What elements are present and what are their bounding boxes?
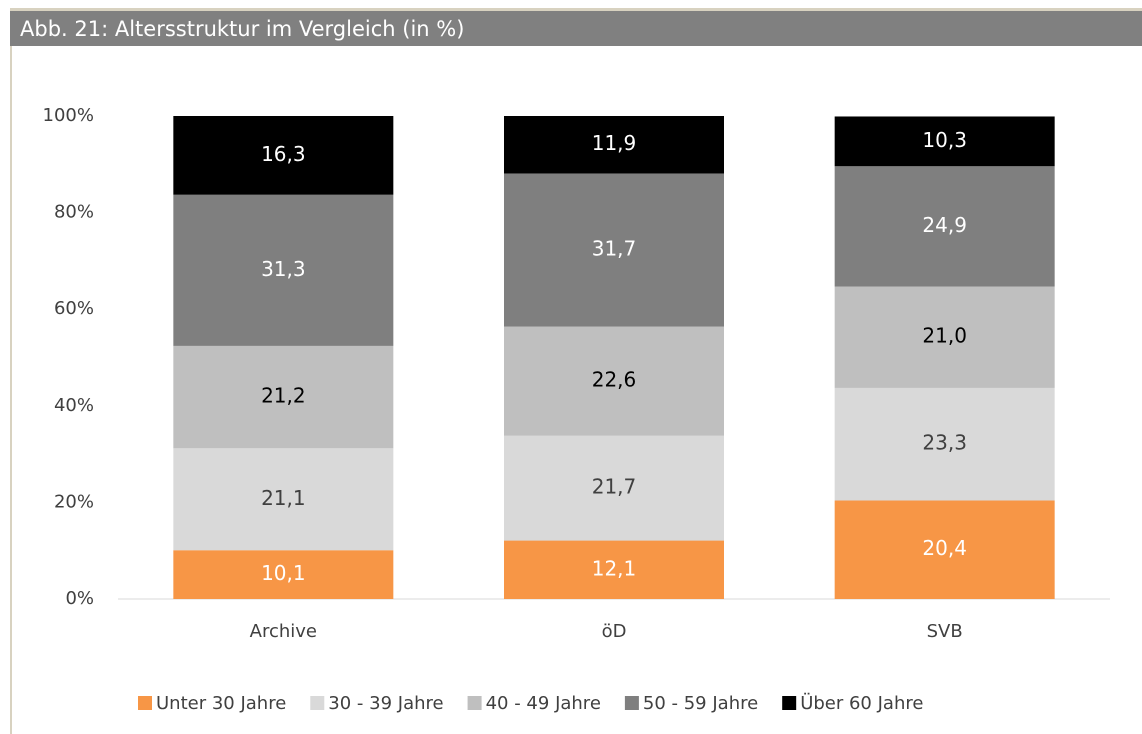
data-label: 22,6: [592, 368, 637, 392]
chart-title: Abb. 21: Altersstruktur im Vergleich (in…: [20, 17, 464, 41]
bar-segment: [173, 345, 394, 449]
legend-swatch: [138, 696, 152, 710]
data-label: 24,9: [922, 213, 967, 237]
bar-segment: [504, 326, 724, 436]
y-tick-label: 20%: [54, 491, 94, 512]
legend-swatch: [782, 696, 797, 710]
bar-segment: [504, 173, 724, 327]
y-tick-label: 80%: [54, 202, 94, 223]
legend-label: 40 - 49 Jahre: [486, 693, 601, 714]
legend-swatch: [310, 696, 325, 710]
bar-segment: [834, 116, 1055, 167]
bar-segment: [173, 550, 394, 599]
legend-label: Über 60 Jahre: [800, 692, 923, 714]
bar-segment: [504, 435, 724, 541]
y-tick-label: 0%: [65, 588, 94, 609]
data-label: 12,1: [592, 556, 637, 580]
bar-segment: [504, 116, 724, 174]
header-rule: [10, 8, 1142, 11]
bar-segment: [173, 448, 394, 551]
left-border: [10, 46, 12, 734]
data-label: 20,4: [922, 536, 967, 560]
y-tick-label: 40%: [54, 395, 94, 416]
bar-segment: [834, 286, 1055, 388]
x-tick-label: Archive: [250, 621, 317, 642]
data-label: 21,2: [261, 384, 306, 408]
bar-segment: [834, 500, 1055, 599]
bar-segment: [504, 540, 724, 599]
legend-swatch: [624, 696, 639, 710]
y-tick-label: 100%: [43, 105, 94, 126]
data-label: 21,1: [261, 486, 306, 510]
x-tick-label: öD: [602, 621, 627, 642]
bar-segment: [834, 387, 1055, 501]
bar-segment: [834, 166, 1055, 287]
x-tick-label: SVB: [927, 621, 963, 642]
data-label: 23,3: [922, 431, 967, 455]
legend-swatch: [467, 696, 482, 710]
data-label: 31,3: [261, 257, 306, 281]
bar-segment: [173, 194, 394, 346]
data-label: 16,3: [261, 142, 306, 166]
legend-label: 50 - 59 Jahre: [643, 693, 758, 714]
data-label: 21,7: [592, 475, 637, 499]
data-label: 10,3: [922, 128, 967, 152]
legend-label: Unter 30 Jahre: [156, 693, 286, 714]
bar-segment: [173, 116, 394, 195]
header-bar: [10, 11, 1142, 46]
y-tick-label: 60%: [54, 298, 94, 319]
data-label: 31,7: [592, 237, 637, 261]
data-label: 10,1: [261, 561, 306, 585]
data-label: 11,9: [592, 131, 637, 155]
legend-label: 30 - 39 Jahre: [328, 693, 443, 714]
data-label: 21,0: [922, 324, 967, 348]
